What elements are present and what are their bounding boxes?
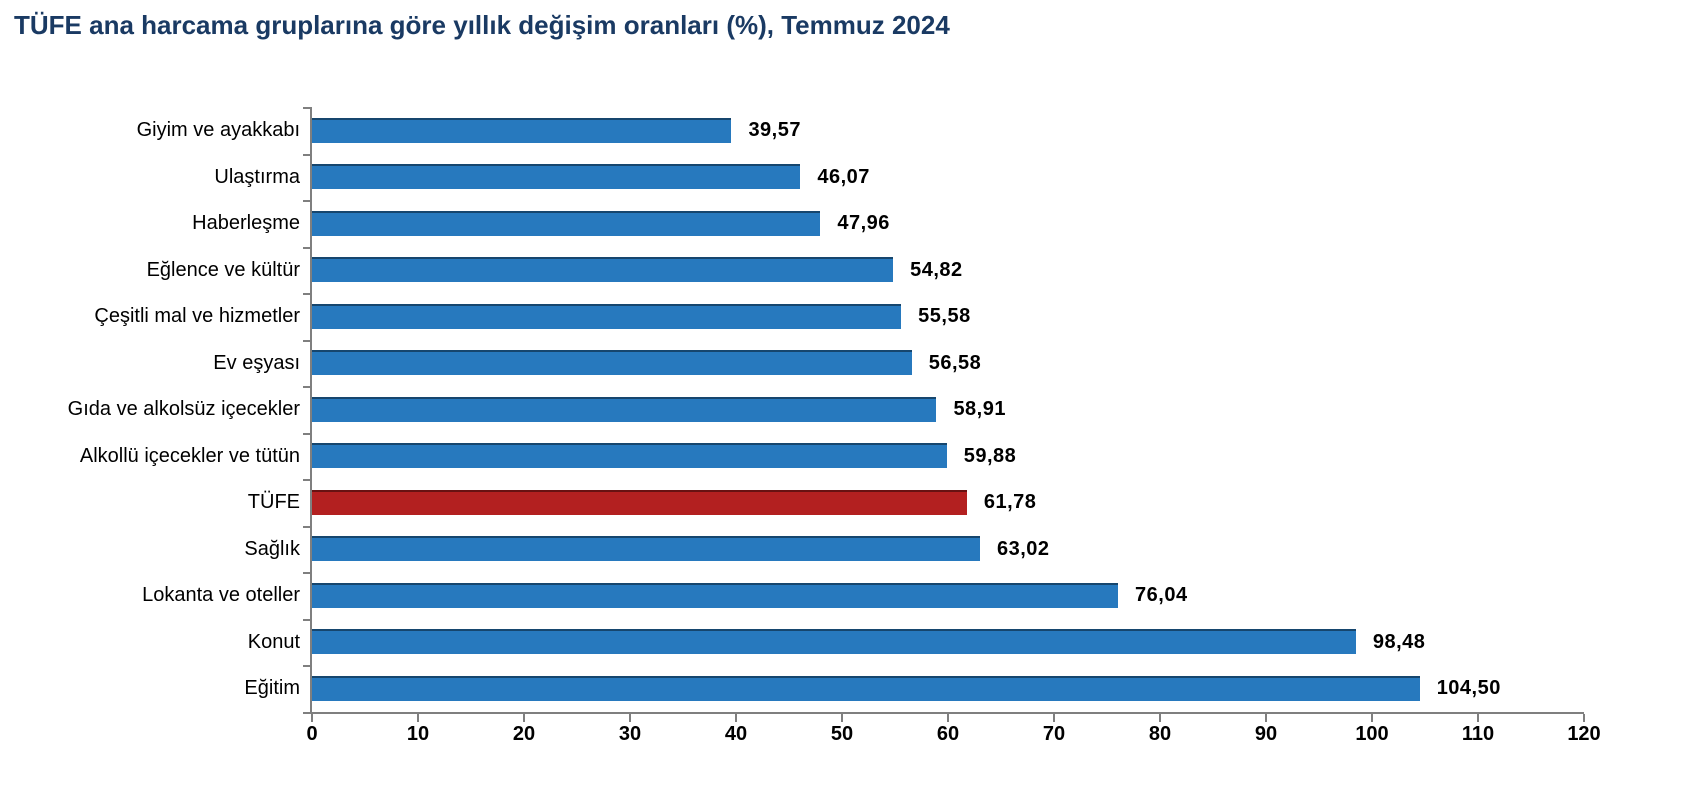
y-axis-tick xyxy=(303,618,310,621)
x-axis-tick-label: 100 xyxy=(1355,722,1389,745)
bar xyxy=(312,350,912,376)
category-label: Konut xyxy=(247,630,300,653)
category-label: Eğitim xyxy=(244,677,300,700)
value-label: 46,07 xyxy=(817,165,870,188)
bar xyxy=(312,396,937,422)
x-axis-tick xyxy=(1265,713,1267,722)
value-label: 61,78 xyxy=(983,491,1037,514)
category-label: Giyim ve ayakkabı xyxy=(136,119,300,142)
value-label: 55,58 xyxy=(918,305,971,328)
y-axis-tick xyxy=(303,200,310,202)
value-label: 76,04 xyxy=(1135,584,1188,607)
x-axis-tick-label: 40 xyxy=(724,722,748,745)
category-label: Çeşitli mal ve hizmetler xyxy=(94,305,300,328)
x-axis-tick-label: 10 xyxy=(406,722,430,745)
bar xyxy=(312,303,902,329)
x-axis-tick-label: 120 xyxy=(1567,722,1601,745)
x-axis-tick xyxy=(947,713,949,722)
bar xyxy=(312,257,894,283)
x-axis-tick-label: 30 xyxy=(618,722,642,745)
y-axis-tick xyxy=(303,572,310,574)
x-axis-tick-label: 110 xyxy=(1461,722,1495,745)
x-axis-tick xyxy=(735,713,737,722)
x-axis-tick xyxy=(1053,713,1055,722)
x-axis-tick-label: 0 xyxy=(306,722,318,745)
y-axis-tick xyxy=(303,339,310,342)
x-axis-tick-label: 70 xyxy=(1042,722,1066,745)
x-axis-tick xyxy=(417,713,419,722)
x-axis-tick xyxy=(1371,713,1373,722)
y-axis-tick xyxy=(303,479,310,481)
value-label: 56,58 xyxy=(928,351,982,374)
y-axis-tick xyxy=(303,525,310,528)
x-axis xyxy=(310,711,1584,714)
bar xyxy=(312,210,821,236)
category-label: Alkollü içecekler ve tütün xyxy=(79,444,300,467)
x-axis-tick xyxy=(1159,713,1161,722)
value-label: 63,02 xyxy=(997,537,1050,560)
bar xyxy=(312,164,801,190)
value-label: 58,91 xyxy=(953,398,1006,421)
y-axis-tick xyxy=(303,386,310,388)
value-label: 47,96 xyxy=(837,212,890,235)
category-label-tufe: TÜFE xyxy=(247,491,300,514)
y-axis-tick xyxy=(303,246,310,249)
bar xyxy=(312,675,1420,701)
bar xyxy=(312,582,1119,608)
bar xyxy=(312,536,980,562)
category-label: Sağlık xyxy=(244,537,300,560)
y-axis-tick xyxy=(303,432,310,435)
value-label: 59,88 xyxy=(963,444,1017,467)
y-axis-tick xyxy=(303,711,310,714)
x-axis-tick xyxy=(1477,713,1479,722)
category-label: Eğlence ve kültür xyxy=(146,258,300,281)
x-axis-tick xyxy=(841,713,843,722)
x-axis-tick xyxy=(523,713,525,722)
bar xyxy=(312,443,947,469)
x-axis-tick-label: 50 xyxy=(830,722,854,745)
x-axis-tick xyxy=(1583,713,1585,722)
bar xyxy=(312,117,732,143)
category-label: Ev eşyası xyxy=(213,351,300,374)
x-axis-tick-label: 20 xyxy=(512,722,536,745)
value-label: 104,50 xyxy=(1436,677,1501,700)
value-label: 54,82 xyxy=(910,258,963,281)
value-label: 39,57 xyxy=(748,119,801,142)
x-axis-tick xyxy=(311,713,313,722)
bar xyxy=(312,629,1356,655)
value-label: 98,48 xyxy=(1372,630,1426,653)
y-axis-tick xyxy=(303,665,310,667)
category-label: Gıda ve alkolsüz içecekler xyxy=(67,398,300,421)
bar-tufe-highlight xyxy=(312,489,967,515)
x-axis-tick-label: 60 xyxy=(936,722,960,745)
category-label: Ulaştırma xyxy=(214,165,300,188)
y-axis-tick xyxy=(303,293,310,295)
y-axis xyxy=(310,107,312,714)
x-axis-tick xyxy=(629,713,631,722)
chart-title: TÜFE ana harcama gruplarına göre yıllık … xyxy=(14,10,950,40)
y-axis-tick xyxy=(303,153,310,156)
x-axis-tick-label: 90 xyxy=(1254,722,1278,745)
category-label: Lokanta ve oteller xyxy=(142,584,300,607)
x-axis-tick-label: 80 xyxy=(1148,722,1172,745)
category-label: Haberleşme xyxy=(192,212,300,235)
y-axis-tick xyxy=(303,107,310,109)
